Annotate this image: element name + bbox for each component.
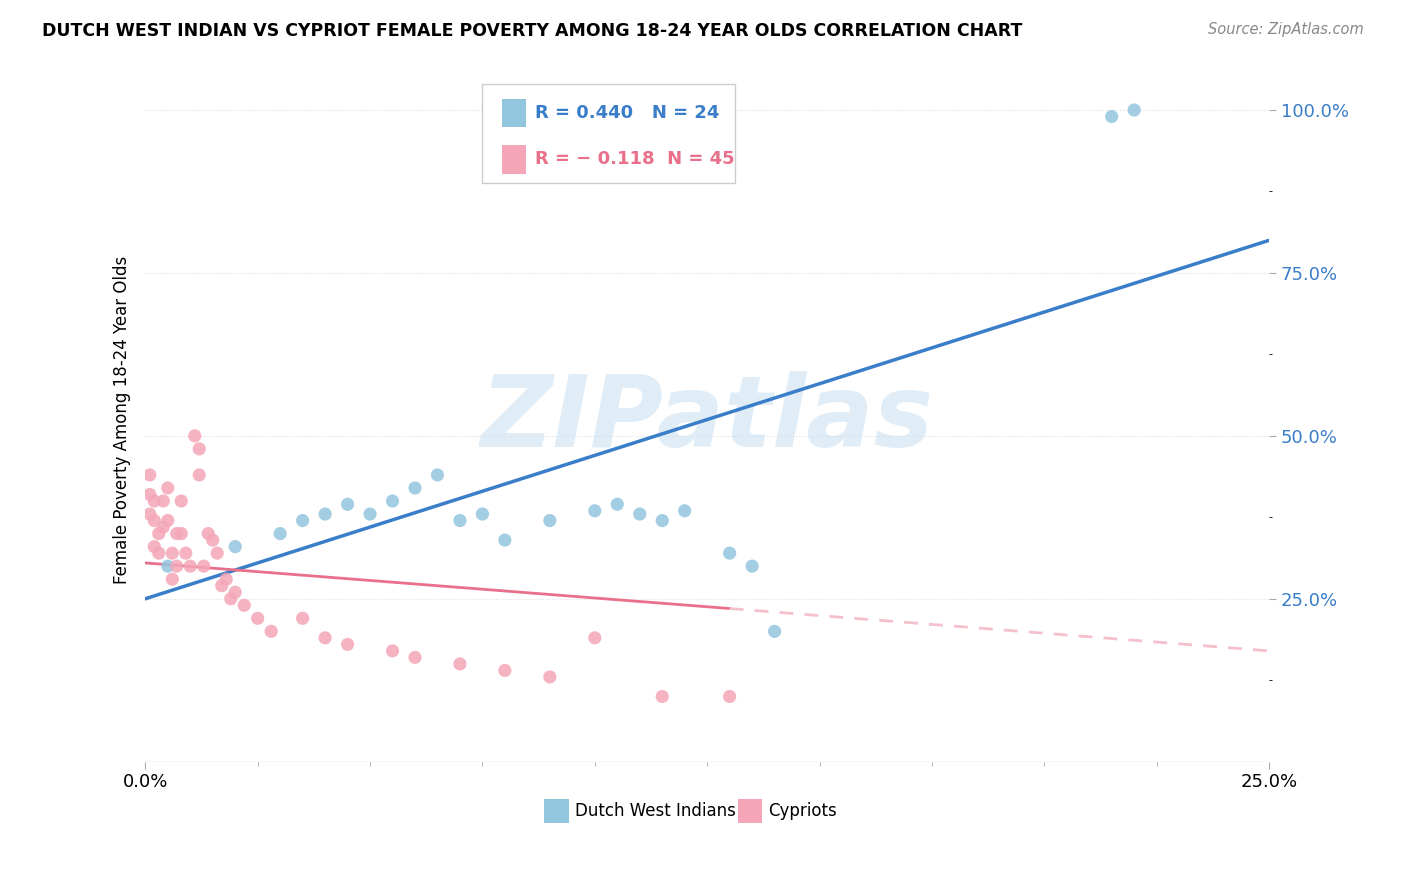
Point — [162, 572, 184, 586]
Bar — [738, 798, 762, 823]
Point — [224, 540, 246, 554]
Point — [166, 526, 188, 541]
Point — [143, 540, 166, 554]
Point — [718, 546, 741, 560]
Point — [606, 497, 628, 511]
Text: Source: ZipAtlas.com: Source: ZipAtlas.com — [1208, 22, 1364, 37]
Point — [162, 546, 184, 560]
Point — [174, 546, 197, 560]
Point — [170, 494, 193, 508]
Point — [426, 467, 449, 482]
Point — [538, 670, 561, 684]
Bar — [502, 145, 526, 174]
Point — [538, 514, 561, 528]
Point — [628, 507, 651, 521]
Point — [291, 611, 314, 625]
Bar — [502, 99, 526, 128]
Point — [404, 481, 426, 495]
Point — [381, 494, 404, 508]
Point — [246, 611, 269, 625]
Point — [143, 514, 166, 528]
Point — [260, 624, 283, 639]
Point — [494, 533, 516, 548]
Point — [193, 559, 215, 574]
Point — [224, 585, 246, 599]
Point — [170, 526, 193, 541]
Point — [179, 559, 201, 574]
Point — [156, 514, 179, 528]
Point — [314, 507, 336, 521]
Point — [381, 644, 404, 658]
Point — [269, 526, 291, 541]
Text: R = − 0.118  N = 45: R = − 0.118 N = 45 — [536, 150, 735, 169]
Point — [583, 631, 606, 645]
Point — [205, 546, 228, 560]
Point — [741, 559, 763, 574]
Point — [156, 559, 179, 574]
Text: ZIPatlas: ZIPatlas — [481, 371, 934, 468]
Point — [651, 690, 673, 704]
Point — [336, 637, 359, 651]
Point — [148, 546, 170, 560]
Point — [152, 520, 174, 534]
Point — [1101, 110, 1123, 124]
Point — [233, 599, 256, 613]
Text: Cypriots: Cypriots — [768, 802, 837, 820]
Text: Dutch West Indians: Dutch West Indians — [575, 802, 735, 820]
Point — [197, 526, 219, 541]
Point — [188, 442, 211, 456]
Point — [449, 514, 471, 528]
Text: DUTCH WEST INDIAN VS CYPRIOT FEMALE POVERTY AMONG 18-24 YEAR OLDS CORRELATION CH: DUTCH WEST INDIAN VS CYPRIOT FEMALE POVE… — [42, 22, 1022, 40]
Point — [651, 514, 673, 528]
Point — [152, 494, 174, 508]
Text: R = 0.440   N = 24: R = 0.440 N = 24 — [536, 104, 720, 122]
Point — [215, 572, 238, 586]
Y-axis label: Female Poverty Among 18-24 Year Olds: Female Poverty Among 18-24 Year Olds — [114, 255, 131, 583]
Point — [673, 504, 696, 518]
Point — [763, 624, 786, 639]
Point — [166, 559, 188, 574]
Point — [184, 429, 207, 443]
Point — [188, 467, 211, 482]
Point — [314, 631, 336, 645]
Point — [718, 690, 741, 704]
Point — [291, 514, 314, 528]
Point — [449, 657, 471, 671]
Point — [139, 487, 162, 501]
Point — [219, 591, 242, 606]
Point — [583, 504, 606, 518]
Point — [359, 507, 381, 521]
Point — [494, 664, 516, 678]
Point — [143, 494, 166, 508]
Point — [471, 507, 494, 521]
Point — [139, 467, 162, 482]
Point — [1123, 103, 1146, 117]
Point — [201, 533, 224, 548]
FancyBboxPatch shape — [482, 84, 735, 184]
Bar — [544, 798, 569, 823]
Point — [156, 481, 179, 495]
Point — [211, 579, 233, 593]
Point — [139, 507, 162, 521]
Point — [148, 526, 170, 541]
Point — [404, 650, 426, 665]
Point — [336, 497, 359, 511]
